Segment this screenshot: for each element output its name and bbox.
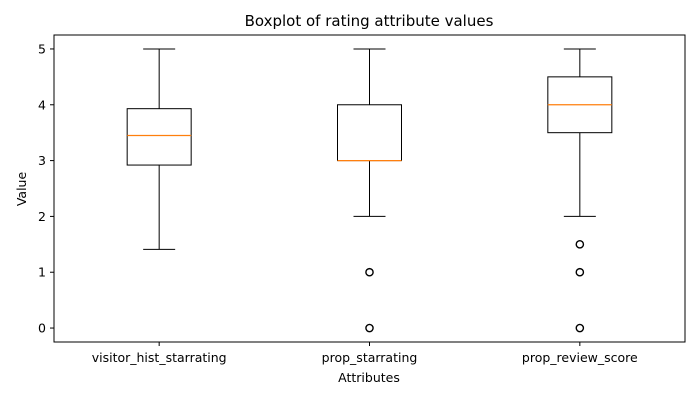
outlier-point — [575, 267, 585, 277]
y-tick-label: 1 — [38, 265, 46, 280]
outlier-point — [575, 323, 585, 333]
y-axis-title: Value — [14, 172, 29, 207]
x-tick-label: prop_starrating — [322, 350, 418, 365]
y-tick-label: 5 — [38, 41, 46, 56]
y-tick-label: 0 — [38, 321, 46, 336]
x-tick-label: visitor_hist_starrating — [92, 350, 227, 365]
chart-title: Boxplot of rating attribute values — [245, 12, 494, 30]
plot-area: 0 1 2 3 4 5 visitor_hist_starrating prop_starra… — [38, 34, 686, 365]
x-tick-label: prop_review_score — [522, 350, 638, 365]
y-tick-label: 3 — [38, 153, 46, 168]
outlier-point — [575, 240, 585, 249]
y-tick-label: 4 — [38, 97, 46, 112]
box-iqr — [337, 104, 402, 162]
outlier-point — [365, 323, 374, 333]
box-iqr — [126, 108, 192, 166]
x-axis-title: Attributes — [338, 370, 400, 385]
outlier-point — [365, 267, 374, 277]
y-tick-label: 2 — [38, 209, 46, 224]
